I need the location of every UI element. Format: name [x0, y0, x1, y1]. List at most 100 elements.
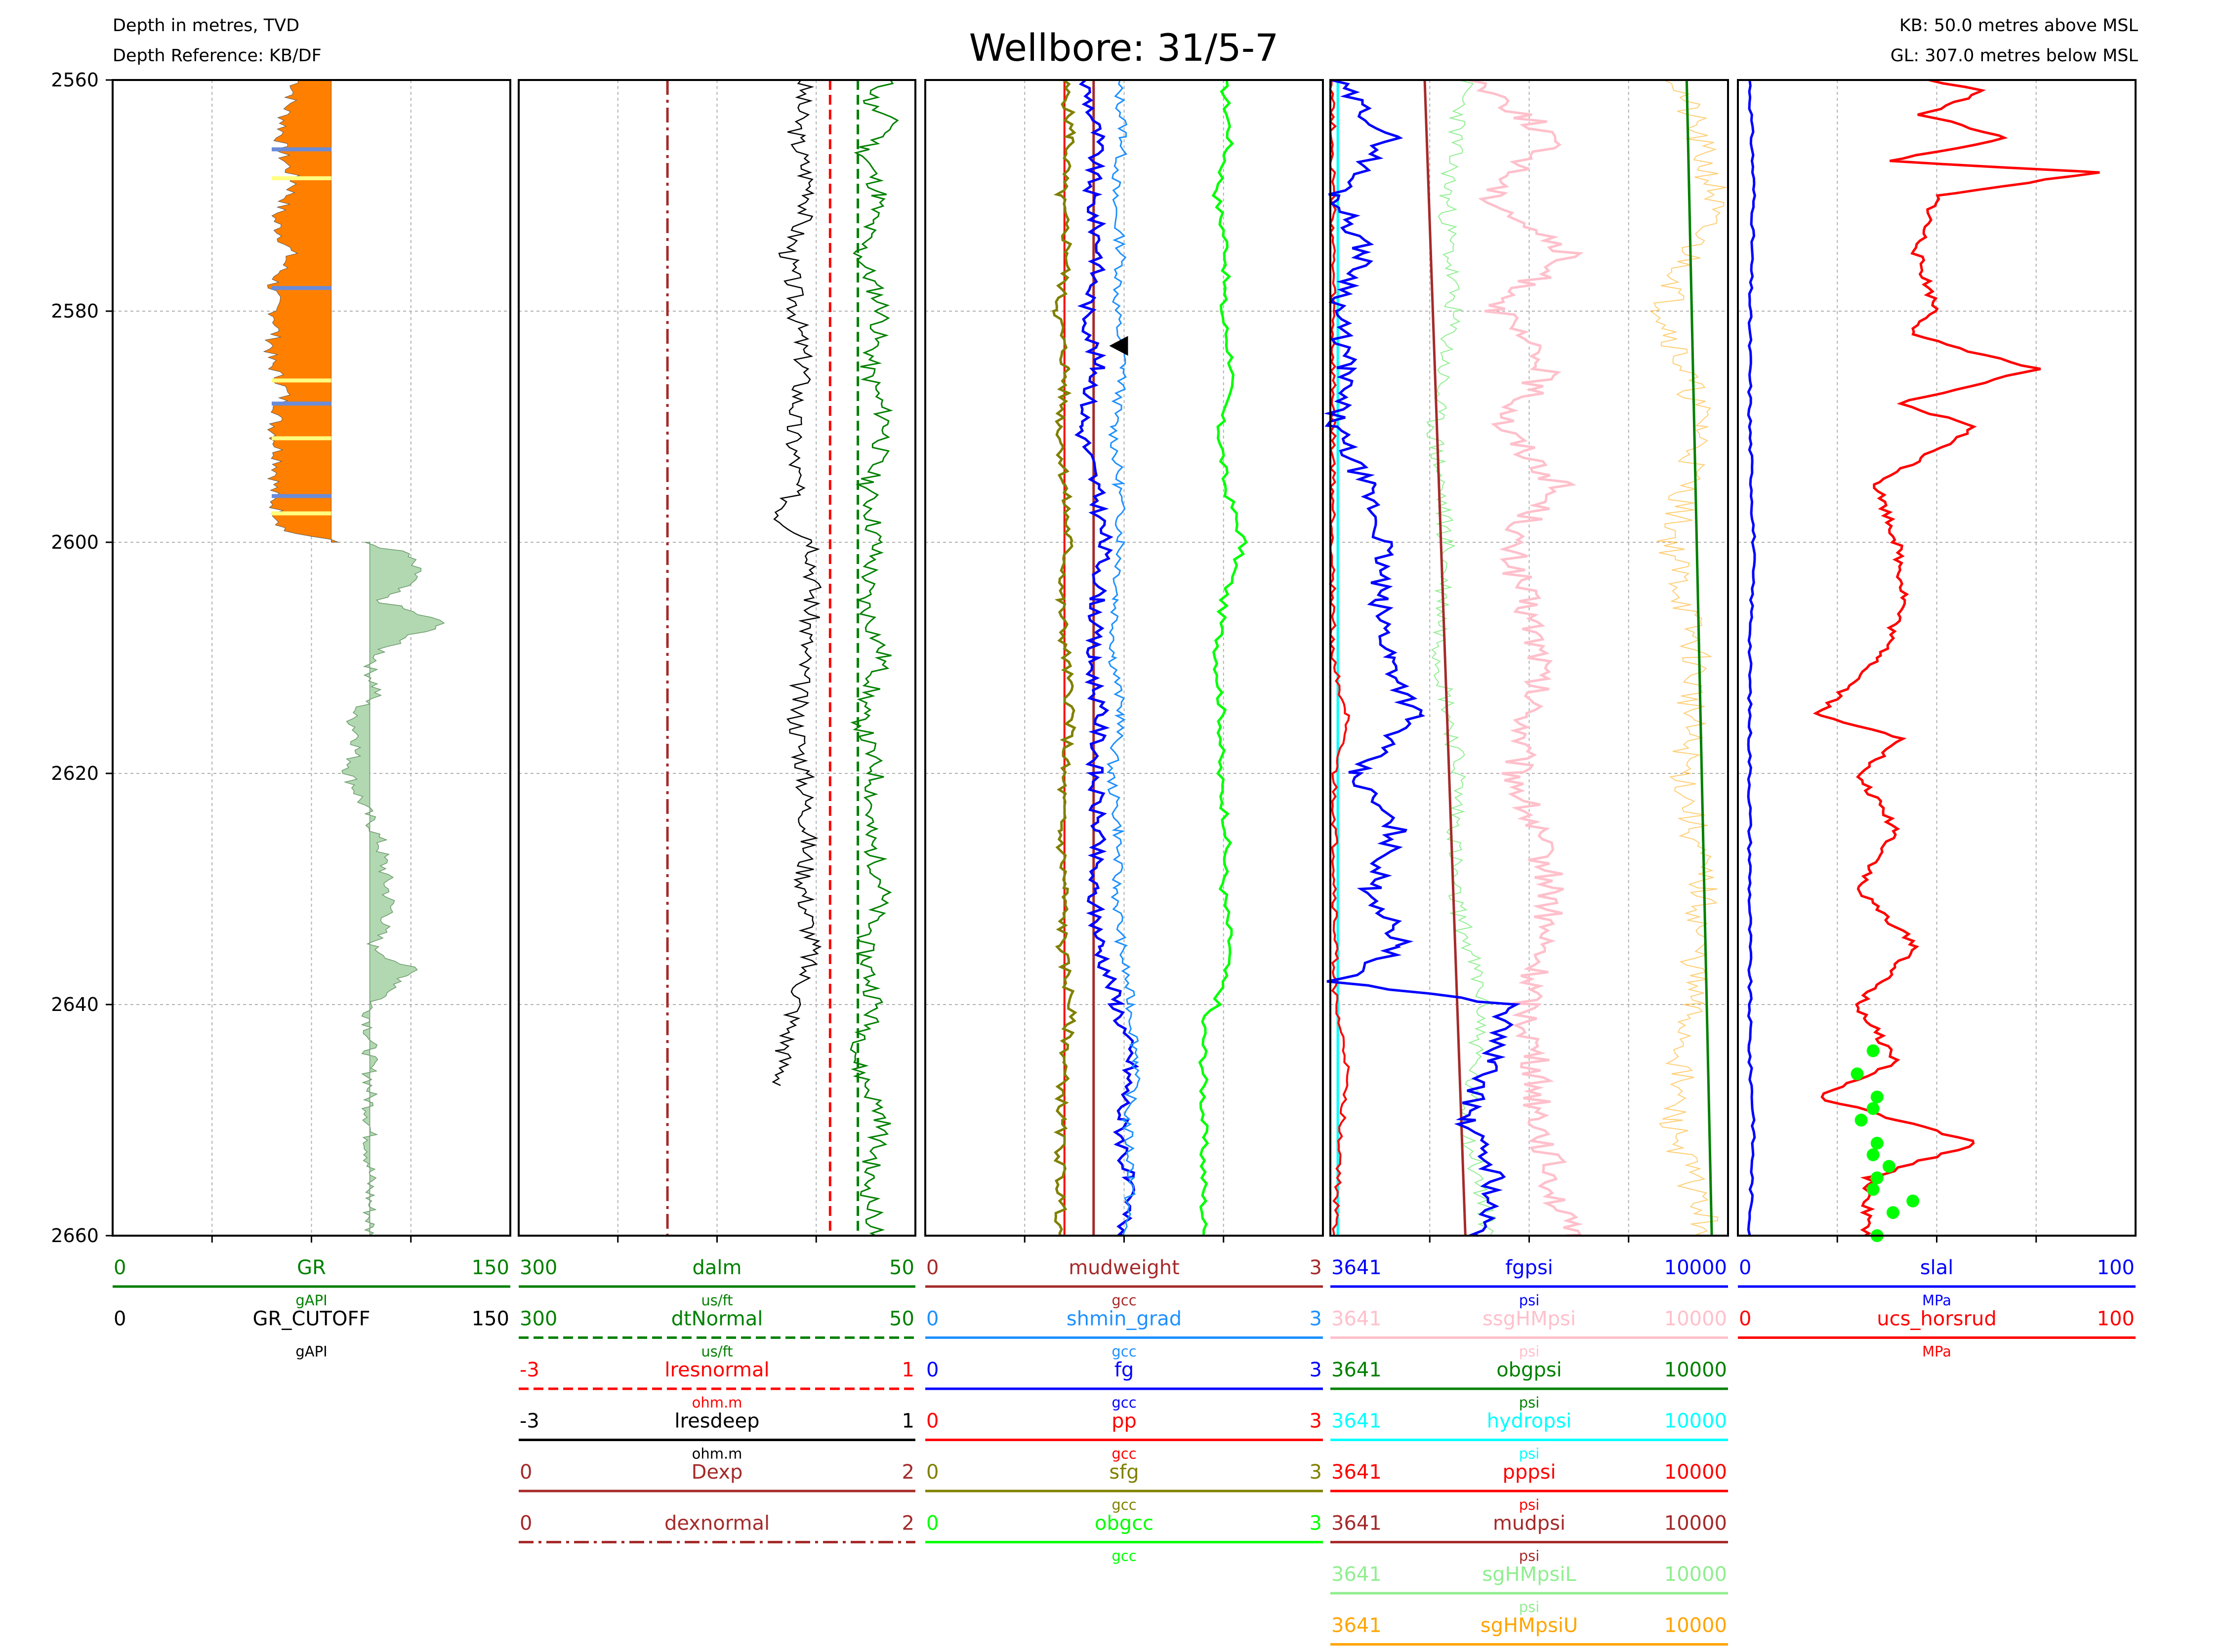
legend-name: fgpsi — [1505, 1256, 1553, 1279]
legend-unit: psi — [1519, 1292, 1540, 1309]
legend-max: 10000 — [1664, 1614, 1727, 1637]
legend-name: dtNormal — [671, 1308, 763, 1330]
legend-min: 0 — [926, 1359, 939, 1381]
legend-unit: MPa — [1922, 1292, 1951, 1309]
wellbore-title: Wellbore: 31/5-7 — [969, 26, 1279, 70]
ssghmpsi-curve — [1468, 79, 1584, 1237]
legend-unit: gcc — [1112, 1343, 1136, 1360]
legend-max: 10000 — [1664, 1461, 1727, 1484]
depth-note: Depth in metres, TVD — [113, 16, 300, 36]
y-tick-label: 2640 — [51, 994, 99, 1015]
legend-unit: ohm.m — [692, 1446, 742, 1462]
legend-min: 0 — [520, 1461, 532, 1484]
y-tick-label: 2620 — [51, 763, 99, 784]
pppsi-curve — [1329, 80, 1351, 1236]
legend-min: 0 — [1739, 1256, 1751, 1279]
legend-min: 3641 — [1331, 1410, 1382, 1433]
legend-max: 10000 — [1664, 1308, 1727, 1330]
lithology-streak — [272, 176, 331, 180]
legend-max: 2 — [902, 1512, 914, 1535]
ucs-point — [1886, 1206, 1899, 1219]
legend-unit: psi — [1519, 1446, 1540, 1462]
depth-reference: Depth Reference: KB/DF — [113, 46, 322, 66]
legend-max: 2 — [902, 1461, 914, 1484]
legend-name: lresnormal — [664, 1359, 769, 1381]
legend-name: slal — [1920, 1256, 1954, 1279]
gr-shale-fill — [341, 542, 445, 1236]
gl-note: GL: 307.0 metres below MSL — [1890, 46, 2138, 66]
legend-name: fg — [1114, 1359, 1134, 1381]
legend-name: ssgHMpsi — [1482, 1308, 1576, 1330]
legend-max: 1 — [902, 1359, 914, 1381]
lithology-streak — [272, 511, 331, 516]
lithology-streak — [272, 286, 331, 290]
ucs-point — [1866, 1102, 1880, 1115]
legend-min: 0 — [926, 1256, 939, 1279]
sghmpsil-curve — [1426, 80, 1496, 1236]
legend-unit: gcc — [1112, 1292, 1136, 1309]
legend-unit: MPa — [1922, 1343, 1951, 1360]
legend-min: 0 — [1739, 1308, 1751, 1330]
track-frame-5 — [1737, 79, 2137, 1237]
legend-max: 10000 — [1664, 1359, 1727, 1381]
legend-min: 0 — [520, 1512, 532, 1535]
fgpsi-curve — [1323, 79, 1521, 1237]
legend-min: 3641 — [1331, 1461, 1382, 1484]
legend-max: 1 — [902, 1410, 914, 1433]
legend-min: 0 — [926, 1512, 939, 1535]
sfg-curve — [1052, 79, 1077, 1236]
ucs-point — [1870, 1090, 1884, 1104]
slal-curve — [1747, 80, 1756, 1236]
ucs-horsrud-curve — [1812, 79, 2100, 1237]
legend-unit: ohm.m — [692, 1394, 742, 1411]
marker-triangle — [1109, 336, 1128, 356]
legend-min: 3641 — [1331, 1256, 1382, 1279]
legend-unit: psi — [1519, 1599, 1540, 1615]
legend-min: 300 — [520, 1256, 557, 1279]
legend-max: 50 — [889, 1308, 914, 1330]
ucs-point — [1870, 1136, 1884, 1150]
legend-name: shmin_grad — [1067, 1308, 1182, 1330]
lithology-streak — [272, 402, 331, 406]
y-tick-label: 2560 — [51, 69, 99, 91]
legend-unit: gcc — [1112, 1496, 1136, 1513]
legend-unit: gcc — [1112, 1446, 1136, 1462]
legend-max: 3 — [1310, 1359, 1322, 1381]
ucs-point — [1870, 1171, 1884, 1184]
legend-min: 0 — [114, 1256, 126, 1279]
legend-name: dalm — [693, 1256, 742, 1279]
legend-name: lresdeep — [674, 1410, 759, 1433]
legend-name: mudweight — [1069, 1256, 1180, 1279]
sghmpsiu-curve — [1649, 80, 1727, 1236]
legend-name: mudpsi — [1493, 1512, 1565, 1535]
legend-unit: us/ft — [701, 1292, 733, 1309]
ucs-point — [1906, 1194, 1920, 1208]
shmin-curve — [1106, 80, 1141, 1236]
legend-max: 3 — [1310, 1461, 1322, 1484]
dalm-curve — [850, 80, 899, 1237]
obgcc-curve — [1198, 80, 1248, 1236]
legend-min: 0 — [926, 1461, 939, 1484]
ucs-point — [1882, 1160, 1895, 1173]
legend-min: 0 — [926, 1308, 939, 1330]
legend-name: GR_CUTOFF — [253, 1308, 370, 1330]
legend-max: 100 — [2097, 1308, 2135, 1330]
legend-max: 150 — [472, 1256, 509, 1279]
log-tracks — [112, 79, 2137, 1243]
legend-max: 10000 — [1664, 1512, 1727, 1535]
legend-name: ucs_horsrud — [1877, 1308, 1996, 1330]
track-frame-3 — [924, 79, 1324, 1237]
legend-name: sfg — [1109, 1461, 1139, 1484]
legend-name: sgHMpsiU — [1481, 1614, 1578, 1637]
lithology-streak — [272, 436, 331, 441]
legend-name: sgHMpsiL — [1482, 1563, 1576, 1586]
legend-name: hydropsi — [1487, 1410, 1572, 1433]
legend-max: 100 — [2097, 1256, 2135, 1279]
legend-max: 3 — [1310, 1410, 1322, 1433]
legend-min: 3641 — [1331, 1512, 1382, 1535]
lresdeep-curve — [772, 80, 822, 1086]
y-tick-label: 2600 — [51, 531, 99, 553]
legend-min: 3641 — [1331, 1308, 1382, 1330]
